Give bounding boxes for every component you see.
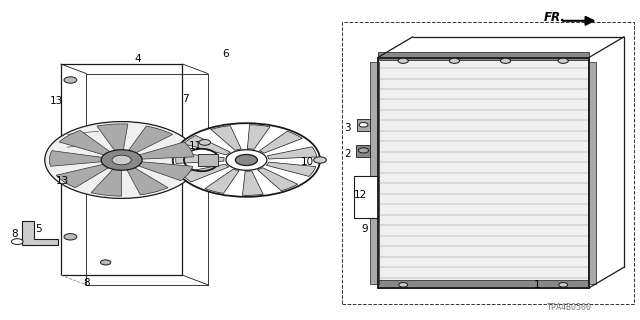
Text: 3: 3 [344,123,351,133]
Wedge shape [49,151,104,166]
Wedge shape [211,126,241,150]
Circle shape [449,58,460,63]
Circle shape [399,283,408,287]
Text: TPA4B0500: TPA4B0500 [547,303,592,312]
Wedge shape [136,162,193,181]
Circle shape [64,77,77,83]
Wedge shape [259,131,302,153]
Text: 9: 9 [362,224,368,234]
Bar [588,61,596,284]
Circle shape [558,58,568,63]
Bar [378,52,589,60]
Wedge shape [266,162,316,176]
Circle shape [359,123,368,127]
Wedge shape [176,153,224,164]
Text: 11: 11 [189,140,202,151]
Bar [357,119,370,131]
Bar [354,176,378,218]
Bar [370,61,379,284]
Text: 13: 13 [56,176,69,186]
Bar [342,22,634,304]
Text: 2: 2 [344,148,351,159]
Circle shape [236,155,257,165]
Text: 13: 13 [50,96,63,106]
Text: 1: 1 [534,280,541,290]
Wedge shape [128,126,173,154]
Text: 10: 10 [301,156,314,167]
Circle shape [358,148,369,153]
Wedge shape [268,147,317,159]
Circle shape [559,283,568,287]
Polygon shape [22,221,58,245]
Circle shape [173,123,320,197]
Wedge shape [180,164,228,182]
Wedge shape [59,131,111,156]
Wedge shape [184,135,230,155]
Text: 8: 8 [83,278,90,288]
Circle shape [314,157,326,163]
Bar [378,280,589,288]
Text: FR.: FR. [543,11,565,24]
Text: 12: 12 [354,190,367,200]
Wedge shape [257,168,298,191]
Circle shape [101,150,142,170]
Wedge shape [137,142,193,159]
Circle shape [112,155,131,165]
Wedge shape [56,164,110,188]
Circle shape [398,58,408,63]
Text: 4: 4 [134,54,141,64]
Bar [198,154,218,166]
Wedge shape [243,171,263,195]
Circle shape [64,234,77,240]
Circle shape [199,140,211,145]
Wedge shape [205,169,239,193]
Circle shape [45,122,198,198]
Circle shape [12,239,23,244]
Text: 7: 7 [182,94,189,104]
Text: 6: 6 [223,49,229,60]
Bar [356,145,370,157]
Circle shape [100,260,111,265]
Wedge shape [97,124,128,152]
Text: 5: 5 [35,224,42,234]
Bar [378,58,589,288]
Wedge shape [126,167,168,195]
Wedge shape [248,125,270,149]
Text: 8: 8 [11,228,17,239]
Circle shape [500,58,511,63]
Wedge shape [91,168,122,196]
